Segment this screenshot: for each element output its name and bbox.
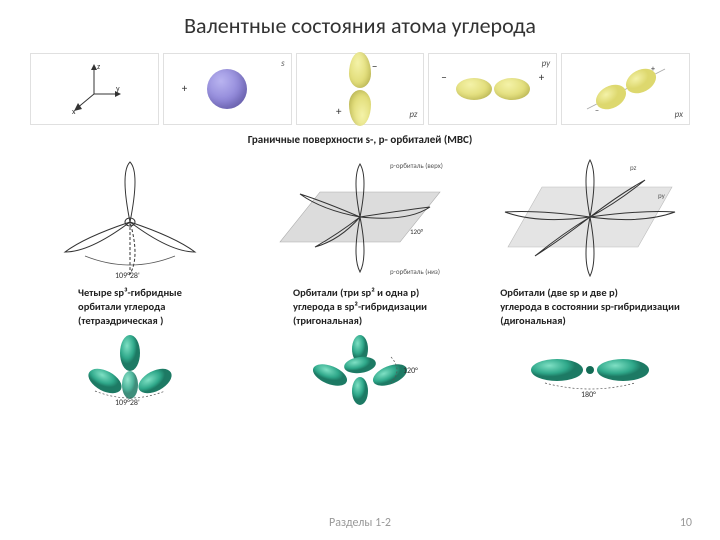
s-label: s <box>281 58 285 69</box>
axes-icon: z y x <box>64 59 124 119</box>
caption-line: (тетраэдрическая ) <box>78 314 182 328</box>
px-orbital-icon: + − <box>581 59 671 119</box>
sp-green: 180° <box>480 333 700 407</box>
px-orbital-cell: + − px <box>561 53 690 125</box>
sp2-green: 120° <box>250 333 470 407</box>
page-title: Валентные состояния атома углерода <box>0 0 720 47</box>
px-label: px <box>675 109 683 120</box>
svg-text:109°28': 109°28' <box>115 398 140 407</box>
sp-diagram: pz py <box>480 152 700 282</box>
caption-line: орбитали углерода <box>78 300 182 314</box>
pz-orbital-icon <box>349 52 371 126</box>
svg-text:x: x <box>72 107 76 117</box>
strip-caption: Граничные поверхности s-, p- орбиталей (… <box>0 133 720 146</box>
s-orbital-cell: + s <box>163 53 292 125</box>
footer-text: Разделы 1-2 <box>0 516 720 530</box>
py-orbital-cell: − + py <box>428 53 557 125</box>
caption-line: Орбитали (две sp и две p) <box>500 286 680 300</box>
sp3-caption: Четыре sp³-гибридные орбитали углерода (… <box>70 282 190 329</box>
py-minus: − <box>441 71 446 84</box>
sp2-diagram: p-орбиталь (верх) p-орбиталь (низ) 120° <box>250 152 470 282</box>
svg-text:z: z <box>97 62 100 72</box>
caption-line: углерода в sp²-гибридизации <box>293 300 427 314</box>
caption-line: углерода в состоянии sp-гибридизации <box>500 300 680 314</box>
svg-text:180°: 180° <box>581 390 596 400</box>
caption-line: (тригональная) <box>293 314 427 328</box>
green-row: 109°28' 120° 180° <box>20 333 700 407</box>
py-label: py <box>542 58 551 69</box>
sp-cell: pz py Орбитали (две sp и две p) углерода… <box>480 152 700 329</box>
svg-text:−: − <box>595 106 599 116</box>
hybrid-row: 109°28' Четыре sp³-гибридные орбитали уг… <box>20 152 700 329</box>
sp-caption: Орбитали (две sp и две p) углерода в сос… <box>492 282 688 329</box>
svg-text:pz: pz <box>630 163 637 172</box>
svg-text:+: + <box>651 64 655 74</box>
sp2-cell: p-орбиталь (верх) p-орбиталь (низ) 120° … <box>250 152 470 329</box>
svg-text:p-орбиталь (верх): p-орбиталь (верх) <box>390 161 443 170</box>
s-orbital-icon <box>207 69 247 109</box>
pz-minus: − <box>372 60 377 73</box>
sp3-diagram: 109°28' <box>20 152 240 282</box>
sp3-green: 109°28' <box>20 333 240 407</box>
s-plus-sign: + <box>182 82 187 95</box>
svg-text:py: py <box>658 191 666 200</box>
svg-text:120°: 120° <box>410 227 424 236</box>
pz-orbital-cell: − + pz <box>296 53 425 125</box>
sp2-caption: Орбитали (три sp² и одна p) углерода в s… <box>285 282 435 329</box>
axes-cell: z y x <box>30 53 159 125</box>
caption-line: Четыре sp³-гибридные <box>78 286 182 300</box>
pz-label: pz <box>409 109 417 120</box>
svg-text:120°: 120° <box>403 366 418 376</box>
py-orbital-icon <box>456 78 530 100</box>
svg-text:p-орбиталь (низ): p-орбиталь (низ) <box>390 267 440 276</box>
orbital-strip: z y x + s − + pz − + py <box>30 53 690 125</box>
svg-text:y: y <box>116 84 120 94</box>
caption-line: Орбитали (три sp² и одна p) <box>293 286 427 300</box>
sp3-cell: 109°28' Четыре sp³-гибридные орбитали уг… <box>20 152 240 329</box>
py-plus: + <box>539 71 544 84</box>
caption-line: (дигональная) <box>500 314 680 328</box>
pz-plus: + <box>336 105 341 118</box>
page-number: 10 <box>680 516 692 530</box>
svg-text:109°28': 109°28' <box>115 271 140 281</box>
